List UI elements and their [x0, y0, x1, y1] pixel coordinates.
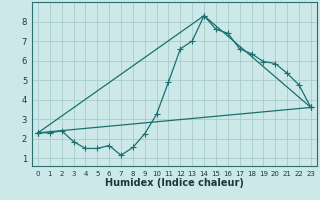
- X-axis label: Humidex (Indice chaleur): Humidex (Indice chaleur): [105, 178, 244, 188]
